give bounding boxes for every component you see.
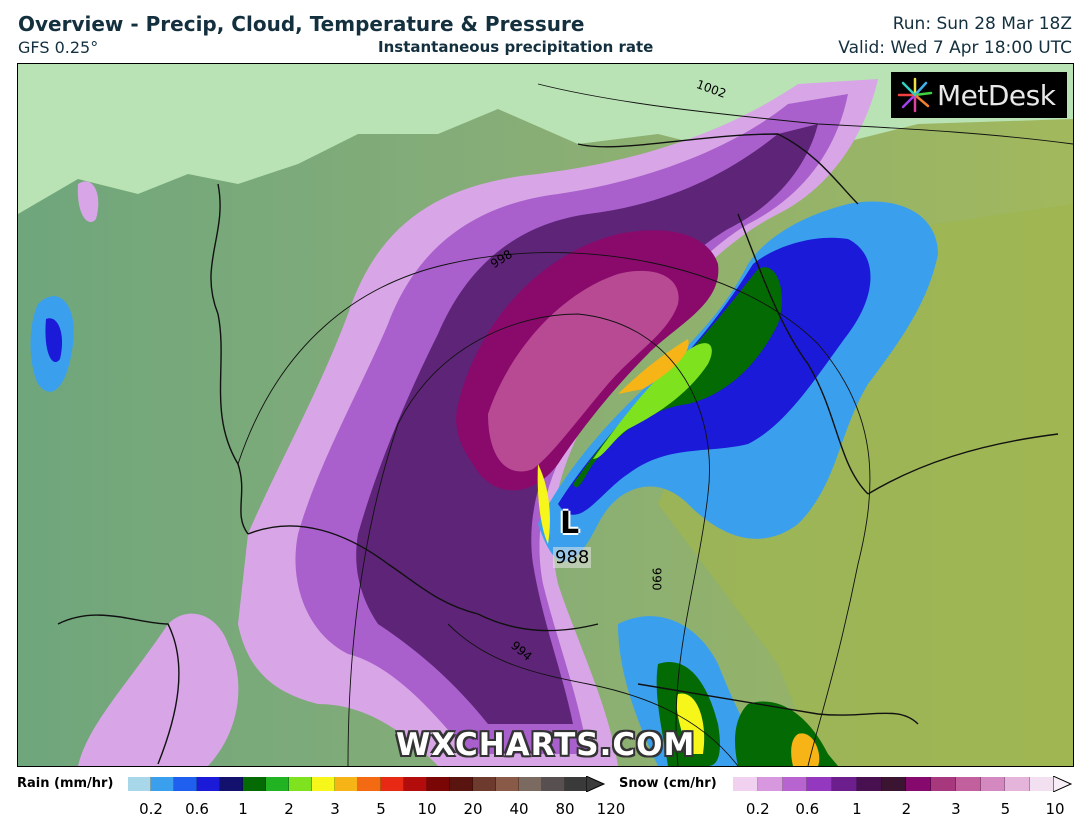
legend-swatch [980, 777, 1006, 791]
run-time: Run: Sun 28 Mar 18Z [892, 14, 1072, 34]
valid-time: Valid: Wed 7 Apr 18:00 UTC [838, 38, 1072, 58]
legend-tick-label: 0.2 [745, 800, 770, 818]
chart-title: Overview - Precip, Cloud, Temperature & … [18, 12, 585, 36]
legend-swatch [1005, 777, 1031, 791]
legend-tick-label: 3 [330, 800, 340, 818]
rain-colorbar-arrow [586, 776, 606, 792]
legend-swatch [807, 777, 833, 791]
rain-west-core [45, 318, 63, 363]
isobars [237, 83, 1073, 766]
legend-swatch [1030, 777, 1055, 791]
legend-tick-label: 2 [284, 800, 294, 818]
legend-tick-label: 120 [596, 800, 626, 818]
country-borders [57, 133, 1059, 765]
rain-southeast-core [791, 733, 820, 766]
legend-swatch [220, 777, 243, 791]
snow-legend-label: Snow (cm/hr) [619, 776, 717, 791]
legend-tick-label: 2 [901, 800, 912, 818]
legend-tick-label: 0.6 [185, 800, 209, 818]
legend-swatch [473, 777, 496, 791]
legend-tick-label: 3 [951, 800, 961, 818]
legend-swatch [931, 777, 956, 791]
low-pressure-value: 988 [553, 547, 592, 568]
snow-colorbar [733, 777, 1055, 791]
rain-yellow-west [537, 464, 550, 544]
legend-swatch [381, 777, 404, 791]
legend-tick-label: 80 [555, 800, 575, 818]
legend-swatch [151, 777, 174, 791]
legend-swatch [243, 777, 266, 791]
map-canvas [18, 64, 1073, 766]
legend-swatch [450, 777, 473, 791]
legend-swatch [955, 777, 981, 791]
legend-swatch [174, 777, 197, 791]
legend-tick-label: 0.6 [795, 800, 820, 818]
legend-tick-label: 20 [463, 800, 483, 818]
snow-max [488, 270, 679, 472]
rain-orange [618, 339, 689, 394]
legend-swatch [289, 777, 312, 791]
legend-swatch [312, 777, 335, 791]
legend-swatch [266, 777, 289, 791]
snow-northwest [77, 181, 99, 223]
metdesk-burst-icon [897, 77, 933, 113]
legend-swatch [519, 777, 542, 791]
legend-swatch [733, 777, 758, 791]
legend-tick-label: 1 [852, 800, 862, 818]
legend-tick-label: 5 [1000, 800, 1011, 818]
rain-colorbar [128, 777, 588, 791]
legend-swatch [565, 777, 588, 791]
snow-band-west [78, 613, 239, 766]
logo-text: MetDesk [937, 78, 1056, 112]
rain-south-yellow [676, 693, 705, 754]
low-pressure-symbol: L [560, 506, 580, 541]
chart-subtitle: Instantaneous precipitation rate [378, 38, 654, 56]
rain-legend-label: Rain (mm/hr) [17, 776, 114, 791]
legend-swatch [542, 777, 565, 791]
watermark: WXCHARTS.COM [396, 727, 696, 763]
legend-tick-label: 5 [376, 800, 386, 818]
rain-lightgreen [593, 343, 712, 459]
legend-swatch [197, 777, 220, 791]
legend-swatch [881, 777, 907, 791]
legend-swatch [335, 777, 358, 791]
metdesk-logo: MetDesk [891, 72, 1067, 118]
legend-swatch [128, 777, 151, 791]
legend-swatch [496, 777, 519, 791]
legend-swatch [832, 777, 857, 791]
legend-tick-label: 10 [1045, 800, 1065, 818]
legend-tick-label: 10 [417, 800, 437, 818]
legend-swatch [404, 777, 427, 791]
legend-swatch [906, 777, 932, 791]
weather-map: 1002 998 994 066 L 988 MetDesk WXCHARTS.… [17, 63, 1074, 767]
legend-swatch [358, 777, 381, 791]
legend-swatch [856, 777, 882, 791]
legend-tick-label: 0.2 [139, 800, 163, 818]
legend-swatch [757, 777, 783, 791]
legend-tick-label: 1 [238, 800, 248, 818]
legend-tick-label: 40 [509, 800, 529, 818]
snow-band-core [356, 124, 818, 724]
model-label: GFS 0.25° [18, 38, 99, 57]
legend-swatch [427, 777, 450, 791]
isobar-label: 066 [650, 567, 665, 591]
snow-colorbar-arrow [1053, 776, 1073, 792]
legend-swatch [782, 777, 808, 791]
